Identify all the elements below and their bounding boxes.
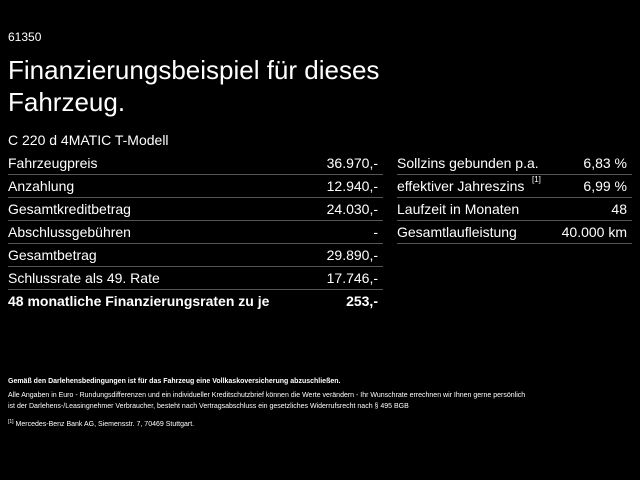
row-value: 36.970,- (326, 155, 378, 171)
table-row: Fahrzeugpreis 36.970,- (8, 152, 383, 175)
footnote-bold: Gemäß den Darlehensbedingungen ist für d… (8, 378, 341, 385)
footnote-text: Mercedes-Benz Bank AG, Siemensstr. 7, 70… (15, 421, 195, 428)
table-row: 48 monatliche Finanzierungsraten zu je 25… (8, 290, 383, 312)
row-label: 48 monatliche Finanzierungsraten zu je (8, 293, 270, 309)
row-value: 48 (611, 201, 627, 217)
row-label: Schlussrate als 49. Rate (8, 270, 160, 286)
vehicle-id: 61350 (8, 30, 42, 44)
title-line: Finanzierungsbeispiel für dieses (8, 55, 380, 85)
row-value: 6,99 % (583, 178, 627, 194)
row-label: Fahrzeugpreis (8, 155, 98, 171)
row-value: 29.890,- (326, 247, 378, 263)
table-row: Laufzeit in Monaten 48 (397, 198, 632, 221)
row-value: 17.746,- (326, 270, 378, 286)
row-label: Gesamtbetrag (8, 247, 97, 263)
row-value: 253,- (346, 293, 378, 309)
row-label: Abschlussgebühren (8, 224, 131, 240)
row-label: Anzahlung (8, 178, 75, 194)
footnote-line: ist der Darlehens-/Leasingnehmer Verbrau… (8, 403, 409, 410)
footnote-marker: [1] (8, 419, 14, 425)
table-row: Anzahlung 12.940,- (8, 175, 383, 198)
row-value: 24.030,- (326, 201, 378, 217)
row-value: 12.940,- (326, 178, 378, 194)
table-row: Gesamtkreditbetrag 24.030,- (8, 198, 383, 221)
row-value: - (373, 224, 378, 240)
row-label: Sollzins gebunden p.a. (397, 155, 539, 171)
title-line: Fahrzeug. (8, 87, 126, 117)
table-row: Sollzins gebunden p.a. 6,83 % (397, 152, 632, 175)
table-row: Gesamtlaufleistung 40.000 km (397, 221, 632, 244)
table-row: Schlussrate als 49. Rate 17.746,- (8, 267, 383, 290)
footnote-source: [1] Mercedes-Benz Bank AG, Siemensstr. 7… (8, 419, 194, 428)
table-row: effektiver Jahreszins [1] 6,99 % (397, 175, 632, 198)
footnote-line: Alle Angaben in Euro - Rundungsdifferenz… (8, 392, 526, 399)
row-label: effektiver Jahreszins (397, 178, 525, 194)
table-row: Abschlussgebühren - (8, 221, 383, 244)
note-marker: [1] (532, 175, 541, 184)
row-value: 40.000 km (561, 224, 627, 240)
row-label: Gesamtkreditbetrag (8, 201, 131, 217)
row-label: Laufzeit in Monaten (397, 201, 520, 217)
row-value: 6,83 % (583, 155, 627, 171)
row-label: Gesamtlaufleistung (397, 224, 517, 240)
table-row: Gesamtbetrag 29.890,- (8, 244, 383, 267)
model: C 220 d 4MATIC T-Modell (8, 132, 169, 148)
